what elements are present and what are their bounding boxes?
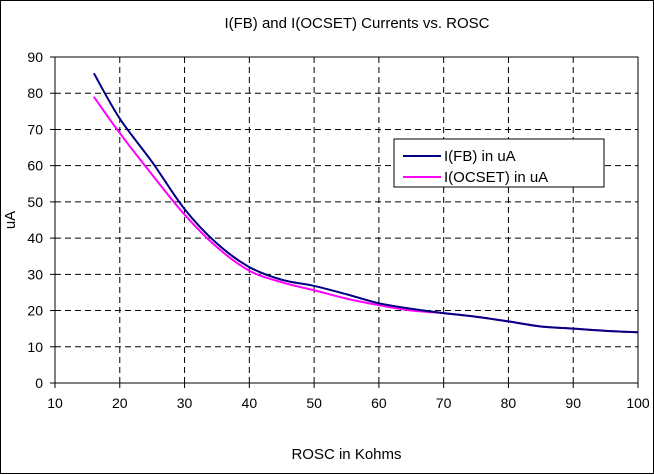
y-tick-label: 90	[27, 49, 43, 65]
legend-box	[393, 138, 605, 188]
series-lines	[92, 72, 639, 334]
x-tick-label: 70	[436, 395, 452, 411]
x-tick-label: 40	[242, 395, 258, 411]
x-tick-label: 20	[112, 395, 128, 411]
series-line-fb	[92, 72, 639, 334]
x-tick-label: 60	[371, 395, 387, 411]
grid	[55, 57, 638, 383]
chart-title: I(FB) and I(OCSET) Currents vs. ROSC	[224, 15, 489, 32]
legend-label-ocset: I(OCSET) in uA	[444, 169, 548, 186]
legend: I(FB) in uA I(OCSET) in uA	[393, 138, 605, 188]
x-tick-label: 50	[306, 395, 322, 411]
y-tick-label: 20	[27, 303, 43, 319]
x-tick-label: 90	[565, 395, 581, 411]
legend-label-fb: I(FB) in uA	[444, 148, 516, 165]
x-tick-label: 30	[177, 395, 193, 411]
plot-area	[54, 56, 639, 384]
y-tick-label: 50	[27, 194, 43, 210]
y-axis-label: uA	[2, 211, 19, 229]
y-tick-label: 70	[27, 121, 43, 137]
x-axis-label: ROSC in Kohms	[291, 446, 401, 463]
y-tick-label: 80	[27, 85, 43, 101]
y-tick-label: 40	[27, 230, 43, 246]
series-line-ocset	[93, 96, 639, 334]
x-tick-label: 100	[626, 395, 650, 411]
y-tick-label: 10	[27, 339, 43, 355]
y-tick-label: 60	[27, 158, 43, 174]
y-tick-label: 30	[27, 266, 43, 282]
y-tick-label: 0	[35, 375, 43, 391]
x-tick-label: 80	[501, 395, 517, 411]
x-tick-label: 10	[47, 395, 63, 411]
